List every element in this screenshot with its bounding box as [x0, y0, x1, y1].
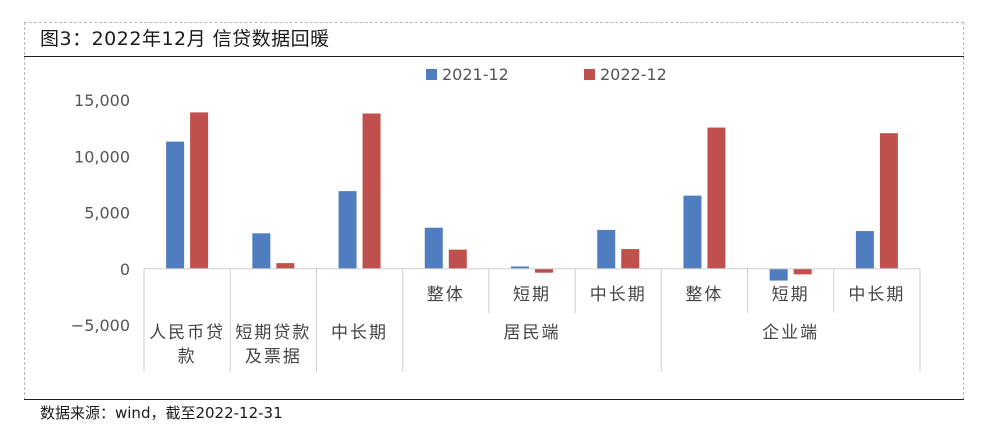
- bar-2022-12-1: [190, 112, 209, 269]
- bar-2022-12-2: [276, 263, 295, 269]
- figure-title: 图3：2022年12月 信贷数据回暖: [40, 28, 330, 50]
- x-group-label: 企业端: [762, 323, 819, 343]
- x-tick-label: 短期贷款: [235, 323, 311, 343]
- axes: [143, 268, 921, 372]
- bar-2022-12-6: [621, 249, 640, 269]
- x-tick-label: 短期: [772, 285, 810, 305]
- bar-2021-12-2: [252, 233, 271, 269]
- legend-label-2021-12: 2021-12: [442, 65, 509, 84]
- bar-2021-12-6: [597, 229, 616, 269]
- x-tick-label: 款: [178, 347, 197, 367]
- bars: [166, 112, 898, 281]
- x-tick-label: 整体: [685, 285, 723, 305]
- legend-label-2022-12: 2022-12: [600, 65, 667, 84]
- y-tick-label: 5,000: [84, 204, 130, 223]
- y-tick-label: 15,000: [74, 91, 130, 110]
- bar-2022-12-3: [362, 113, 381, 269]
- bar-2021-12-1: [166, 141, 185, 269]
- x-tick-label: 中长期: [848, 285, 905, 305]
- bar-2022-12-9: [879, 133, 898, 269]
- legend: 2021-12 2022-12: [426, 65, 667, 84]
- x-tick-label: 人民币贷: [149, 323, 225, 343]
- y-tick-label: −5,000: [71, 316, 130, 335]
- source-note: 数据来源：wind，截至2022-12-31: [40, 404, 283, 422]
- bar-2021-12-5: [511, 266, 529, 269]
- bar-2021-12-7: [683, 195, 702, 269]
- x-group-label: 居民端: [504, 323, 561, 343]
- bar-2021-12-8: [769, 268, 788, 281]
- legend-swatch-2021-12: [426, 69, 437, 80]
- bottom-rule: [24, 399, 964, 400]
- bar-2022-12-4: [448, 249, 467, 269]
- bar-2021-12-4: [424, 227, 443, 269]
- y-axis-labels: 15,000 10,000 5,000 0 −5,000: [71, 91, 130, 335]
- bar-2021-12-3: [338, 191, 357, 269]
- y-tick-label: 0: [120, 260, 130, 279]
- bar-2022-12-7: [707, 127, 726, 269]
- x-tick-label: 中长期: [590, 285, 647, 305]
- x-tick-label: 及票据: [245, 347, 302, 367]
- x-tick-label: 短期: [513, 285, 551, 305]
- bar-2022-12-8: [793, 268, 812, 275]
- y-tick-label: 10,000: [74, 147, 130, 166]
- title-bar: [24, 22, 964, 57]
- bar-2022-12-5: [535, 268, 553, 273]
- legend-swatch-2022-12: [584, 69, 595, 80]
- bar-2021-12-9: [855, 231, 874, 269]
- x-tick-label: 中长期: [331, 323, 388, 343]
- x-tick-label: 整体: [427, 285, 465, 305]
